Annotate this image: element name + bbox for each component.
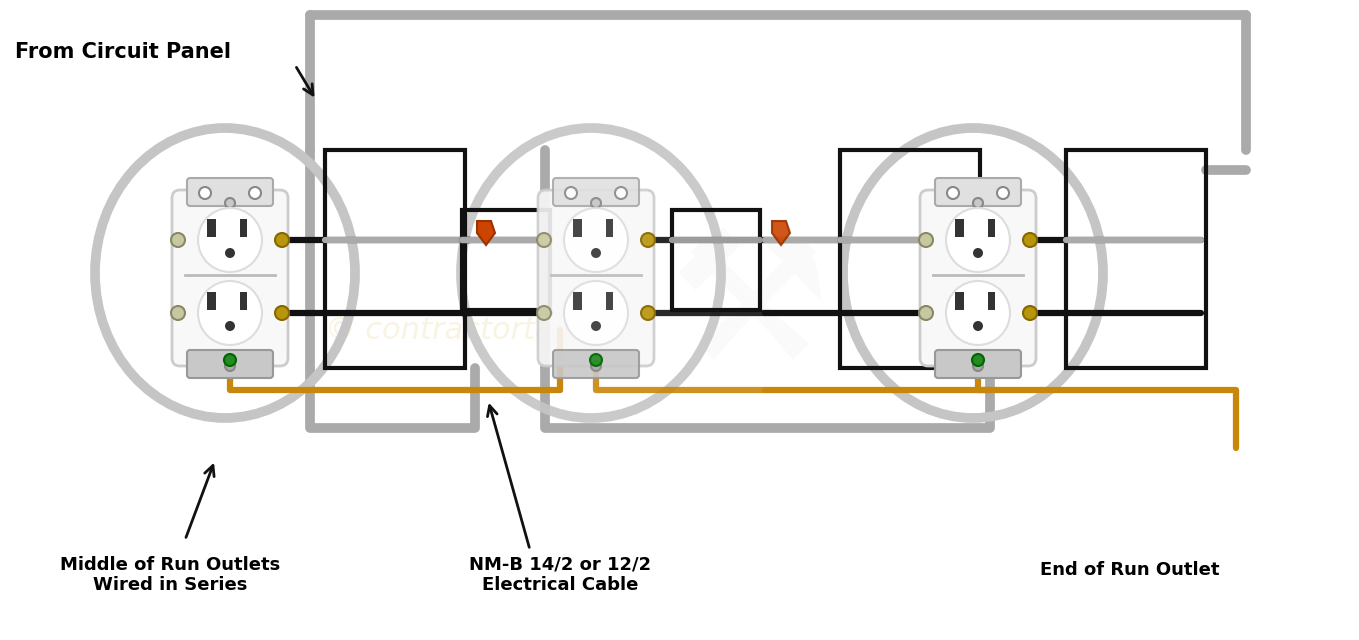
FancyBboxPatch shape bbox=[935, 350, 1021, 378]
Circle shape bbox=[919, 306, 934, 320]
FancyBboxPatch shape bbox=[188, 350, 273, 378]
FancyBboxPatch shape bbox=[538, 190, 654, 366]
Bar bbox=[241, 292, 247, 310]
Circle shape bbox=[226, 361, 235, 371]
Circle shape bbox=[591, 198, 601, 208]
Bar bbox=[954, 219, 964, 237]
Circle shape bbox=[972, 354, 984, 366]
Polygon shape bbox=[772, 221, 790, 245]
FancyBboxPatch shape bbox=[935, 178, 1021, 206]
FancyBboxPatch shape bbox=[173, 190, 288, 366]
Circle shape bbox=[973, 321, 983, 331]
FancyBboxPatch shape bbox=[553, 178, 639, 206]
Bar bbox=[325, 150, 465, 368]
Circle shape bbox=[226, 198, 235, 208]
Bar bbox=[572, 219, 582, 237]
Text: From Circuit Panel: From Circuit Panel bbox=[15, 42, 231, 62]
Bar bbox=[1065, 150, 1205, 368]
Circle shape bbox=[249, 187, 261, 199]
Bar bbox=[988, 219, 995, 237]
Text: ⚒: ⚒ bbox=[669, 222, 830, 398]
Bar bbox=[207, 292, 216, 310]
Circle shape bbox=[171, 306, 185, 320]
Circle shape bbox=[641, 306, 655, 320]
Circle shape bbox=[226, 248, 235, 258]
Circle shape bbox=[616, 187, 626, 199]
Circle shape bbox=[591, 321, 601, 331]
Circle shape bbox=[564, 281, 628, 345]
Circle shape bbox=[973, 248, 983, 258]
Circle shape bbox=[973, 361, 983, 371]
Text: End of Run Outlet: End of Run Outlet bbox=[1040, 561, 1220, 579]
Bar bbox=[207, 219, 216, 237]
Bar bbox=[572, 292, 582, 310]
Circle shape bbox=[564, 208, 628, 272]
Circle shape bbox=[946, 281, 1010, 345]
Circle shape bbox=[537, 233, 550, 247]
Circle shape bbox=[275, 233, 289, 247]
Circle shape bbox=[171, 233, 185, 247]
Circle shape bbox=[973, 198, 983, 208]
Circle shape bbox=[590, 354, 602, 366]
Circle shape bbox=[947, 187, 959, 199]
Circle shape bbox=[641, 233, 655, 247]
Circle shape bbox=[591, 248, 601, 258]
Bar bbox=[671, 210, 760, 310]
Circle shape bbox=[946, 208, 1010, 272]
Circle shape bbox=[537, 306, 550, 320]
Bar bbox=[840, 150, 980, 368]
Text: Middle of Run Outlets
Wired in Series: Middle of Run Outlets Wired in Series bbox=[60, 556, 280, 595]
Bar bbox=[462, 210, 550, 310]
Circle shape bbox=[919, 233, 934, 247]
Polygon shape bbox=[477, 221, 495, 245]
Circle shape bbox=[198, 208, 262, 272]
Bar bbox=[954, 292, 964, 310]
Circle shape bbox=[565, 187, 578, 199]
Bar bbox=[988, 292, 995, 310]
Circle shape bbox=[198, 187, 211, 199]
Circle shape bbox=[1023, 233, 1037, 247]
Bar bbox=[606, 292, 613, 310]
Text: NM-B 14/2 or 12/2
Electrical Cable: NM-B 14/2 or 12/2 Electrical Cable bbox=[469, 556, 651, 595]
Circle shape bbox=[224, 354, 236, 366]
FancyBboxPatch shape bbox=[920, 190, 1036, 366]
Text: © contractortalk.com: © contractortalk.com bbox=[325, 316, 655, 344]
Circle shape bbox=[1023, 306, 1037, 320]
FancyBboxPatch shape bbox=[188, 178, 273, 206]
Circle shape bbox=[275, 306, 289, 320]
Bar bbox=[606, 219, 613, 237]
Circle shape bbox=[198, 281, 262, 345]
Bar bbox=[241, 219, 247, 237]
Circle shape bbox=[591, 361, 601, 371]
Circle shape bbox=[226, 321, 235, 331]
Circle shape bbox=[998, 187, 1008, 199]
FancyBboxPatch shape bbox=[553, 350, 639, 378]
